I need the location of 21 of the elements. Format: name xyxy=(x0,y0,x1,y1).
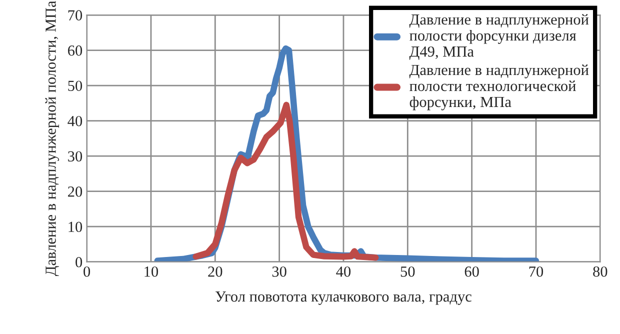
y-tick-label: 50 xyxy=(68,80,82,92)
legend-label: Давление в надплунжерной полости форсунки дизеля Д49, МПа xyxy=(409,14,589,60)
x-axis-title: Угол повотота кулачкового вала, градус xyxy=(216,292,472,305)
y-tick-label: 60 xyxy=(68,45,82,56)
y-tick-label: 20 xyxy=(68,186,82,197)
legend-label: Давление в надплунжерной полости технологической форсунки, МПа xyxy=(409,64,589,110)
y-tick-label: 40 xyxy=(68,116,82,126)
y-tick-label: 70 xyxy=(68,10,82,20)
x-tick-label: 20 xyxy=(208,266,222,277)
x-tick-label: 50 xyxy=(400,266,415,277)
y-tick-label: 30 xyxy=(68,151,82,162)
x-tick-label: 80 xyxy=(593,266,608,277)
x-tick-label: 40 xyxy=(336,266,351,277)
y-tick-label: 0 xyxy=(76,256,82,268)
x-tick-label: 70 xyxy=(529,266,544,277)
y-axis-title: Давление в надплунжерной полости, МПа xyxy=(45,0,60,276)
x-tick-label: 30 xyxy=(272,266,286,277)
x-tick-label: 0 xyxy=(84,266,90,277)
x-tick-label: 10 xyxy=(144,266,158,277)
x-tick-label: 60 xyxy=(464,266,479,277)
y-tick-label: 10 xyxy=(68,222,82,232)
